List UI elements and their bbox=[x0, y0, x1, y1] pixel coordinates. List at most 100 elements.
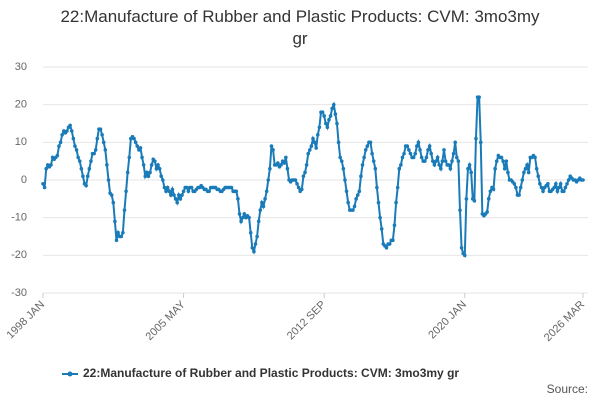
data-point bbox=[391, 238, 395, 243]
data-point bbox=[312, 140, 317, 145]
data-point bbox=[467, 163, 472, 167]
data-point bbox=[355, 193, 360, 197]
data-point bbox=[552, 185, 557, 190]
data-point bbox=[517, 193, 521, 197]
data-point bbox=[133, 140, 138, 145]
data-point bbox=[271, 148, 275, 152]
data-point bbox=[359, 174, 363, 179]
data-point bbox=[175, 200, 180, 205]
data-point bbox=[317, 125, 322, 130]
data-point bbox=[424, 155, 429, 160]
data-point bbox=[453, 140, 457, 145]
data-point bbox=[79, 166, 84, 171]
data-point bbox=[392, 223, 397, 227]
data-point bbox=[73, 144, 77, 148]
data-point bbox=[352, 204, 357, 209]
data-point bbox=[164, 189, 168, 194]
y-tick-label: -10 bbox=[11, 212, 27, 224]
data-point bbox=[295, 181, 299, 186]
data-point bbox=[338, 155, 342, 160]
data-point bbox=[266, 178, 271, 182]
data-point bbox=[189, 185, 194, 190]
data-point bbox=[354, 197, 358, 201]
data-point bbox=[566, 178, 571, 182]
x-tick-label: 2012 SEP bbox=[285, 299, 329, 343]
data-point bbox=[65, 129, 69, 133]
data-point bbox=[184, 185, 189, 190]
data-point bbox=[375, 185, 379, 190]
data-point bbox=[469, 170, 473, 175]
data-point bbox=[555, 189, 560, 194]
data-point bbox=[456, 159, 461, 163]
data-point bbox=[493, 166, 497, 171]
chart-title: 22:Manufacture of Rubber and Plastic Pro… bbox=[60, 7, 540, 48]
data-point bbox=[93, 148, 98, 152]
data-point bbox=[360, 163, 365, 167]
legend-label: 22:Manufacture of Rubber and Plastic Pro… bbox=[83, 366, 459, 380]
data-point bbox=[328, 114, 333, 118]
data-point bbox=[301, 174, 306, 179]
data-point bbox=[279, 163, 283, 167]
data-point bbox=[370, 151, 374, 156]
data-point bbox=[240, 215, 245, 220]
data-point bbox=[242, 212, 247, 216]
data-point bbox=[114, 238, 119, 243]
data-point bbox=[165, 185, 170, 190]
data-point bbox=[520, 178, 525, 182]
data-point bbox=[87, 166, 92, 171]
data-point bbox=[236, 197, 240, 201]
data-point bbox=[154, 166, 159, 171]
data-point bbox=[111, 200, 116, 205]
data-point bbox=[506, 170, 510, 175]
data-point bbox=[323, 121, 328, 126]
data-point bbox=[451, 151, 456, 156]
data-point bbox=[478, 140, 483, 145]
data-point bbox=[397, 166, 402, 171]
data-point bbox=[330, 106, 334, 111]
data-point bbox=[454, 155, 459, 160]
data-point bbox=[331, 102, 336, 107]
data-point bbox=[357, 189, 362, 194]
data-point bbox=[81, 174, 85, 179]
data-point bbox=[169, 193, 173, 197]
data-point bbox=[541, 189, 545, 194]
data-point bbox=[368, 140, 373, 145]
data-point bbox=[42, 185, 47, 190]
data-point bbox=[276, 161, 280, 165]
data-point bbox=[121, 230, 125, 235]
data-point bbox=[477, 95, 481, 99]
data-point bbox=[336, 140, 341, 145]
data-point bbox=[85, 174, 90, 179]
data-point bbox=[106, 178, 111, 182]
data-point bbox=[429, 151, 434, 156]
data-point bbox=[304, 163, 309, 167]
data-point bbox=[459, 246, 464, 250]
data-point bbox=[522, 170, 526, 175]
data-point bbox=[394, 200, 398, 205]
data-point bbox=[116, 230, 120, 235]
data-point bbox=[282, 161, 287, 165]
data-point bbox=[113, 219, 117, 224]
data-point bbox=[125, 170, 130, 175]
data-point bbox=[539, 185, 544, 190]
data-point bbox=[103, 148, 108, 152]
data-point bbox=[173, 197, 178, 201]
data-point bbox=[371, 159, 376, 163]
data-point bbox=[499, 155, 504, 160]
data-point bbox=[431, 159, 435, 163]
data-point bbox=[523, 166, 528, 171]
data-point bbox=[502, 166, 507, 171]
data-point bbox=[176, 193, 181, 197]
data-point bbox=[464, 197, 469, 201]
legend-item: 22:Manufacture of Rubber and Plastic Pro… bbox=[62, 366, 459, 380]
data-point bbox=[427, 144, 432, 148]
data-point bbox=[562, 189, 566, 194]
data-point bbox=[325, 125, 330, 130]
data-point bbox=[268, 166, 272, 171]
data-point bbox=[458, 208, 462, 212]
data-point bbox=[415, 144, 419, 148]
data-point bbox=[486, 197, 491, 201]
data-point bbox=[491, 187, 496, 192]
data-point bbox=[252, 249, 256, 254]
data-point bbox=[411, 155, 416, 160]
